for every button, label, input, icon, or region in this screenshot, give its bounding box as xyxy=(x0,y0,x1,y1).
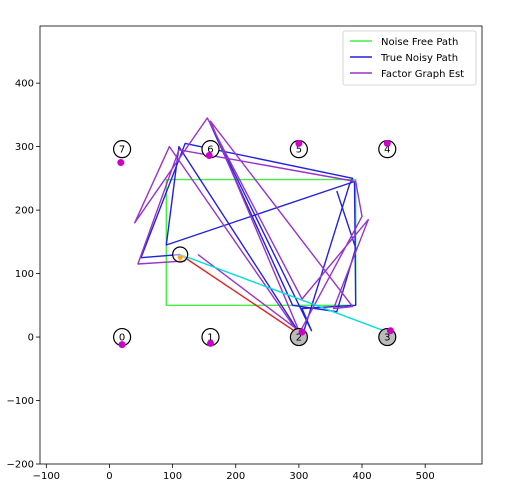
x-tick-label: 0 xyxy=(106,471,112,482)
landmark-label: 0 xyxy=(119,333,125,344)
landmark-estimate-point xyxy=(205,151,213,159)
x-tick-label: −100 xyxy=(33,471,60,482)
legend-label-true-noisy: True Noisy Path xyxy=(380,53,458,64)
landmark-label: 3 xyxy=(384,333,390,344)
x-tick-label: 200 xyxy=(226,471,245,482)
legend: Noise Free Path True Noisy Path Factor G… xyxy=(342,30,477,86)
x-tick-label: 100 xyxy=(163,471,182,482)
x-tick-label: 300 xyxy=(289,471,308,482)
landmark-estimate-point xyxy=(383,139,391,147)
landmark-estimate-point xyxy=(386,327,394,335)
series-line-3 xyxy=(179,253,300,335)
y-axis: −200 −100 0 100 200 300 400 xyxy=(7,79,40,471)
y-tick-label: −100 xyxy=(7,396,34,407)
series-line-2 xyxy=(133,117,369,335)
series-line-4 xyxy=(179,253,388,333)
landmark-label: 4 xyxy=(384,145,390,156)
y-tick-label: 100 xyxy=(15,269,34,280)
y-tick-label: 300 xyxy=(15,142,34,153)
landmark-estimate-point xyxy=(118,341,126,349)
landmark-label: 2 xyxy=(296,333,302,344)
x-axis: −100 0 100 200 300 400 500 xyxy=(33,464,435,482)
y-tick-label: 400 xyxy=(15,79,34,90)
y-tick-label: 200 xyxy=(15,206,34,217)
y-tick-label: 0 xyxy=(28,333,34,344)
robot-marker xyxy=(172,246,189,263)
x-tick-label: 500 xyxy=(416,471,435,482)
y-tick-label: −200 xyxy=(7,460,34,471)
landmark-marker xyxy=(112,140,132,159)
landmark-layer: 0 1 2 3 4 5 6 7 xyxy=(112,139,397,349)
landmark-estimate-point xyxy=(117,158,125,166)
landmark-label: 7 xyxy=(119,145,125,156)
plot-frame xyxy=(39,25,483,465)
legend-label-noise-free: Noise Free Path xyxy=(381,37,458,48)
landmark-label: 1 xyxy=(207,333,213,344)
landmark-estimate-point xyxy=(298,328,306,336)
legend-label-factor-graph: Factor Graph Est xyxy=(381,69,464,80)
series-line-0 xyxy=(165,178,357,306)
x-tick-label: 400 xyxy=(352,471,371,482)
landmark-label: 6 xyxy=(207,145,213,156)
landmark-estimate-point xyxy=(295,139,303,147)
robot-estimate-point xyxy=(177,255,183,261)
landmark-label: 5 xyxy=(296,145,302,156)
legend-box xyxy=(342,30,477,86)
landmark-estimate-point xyxy=(206,339,214,347)
series-layer xyxy=(133,117,388,338)
